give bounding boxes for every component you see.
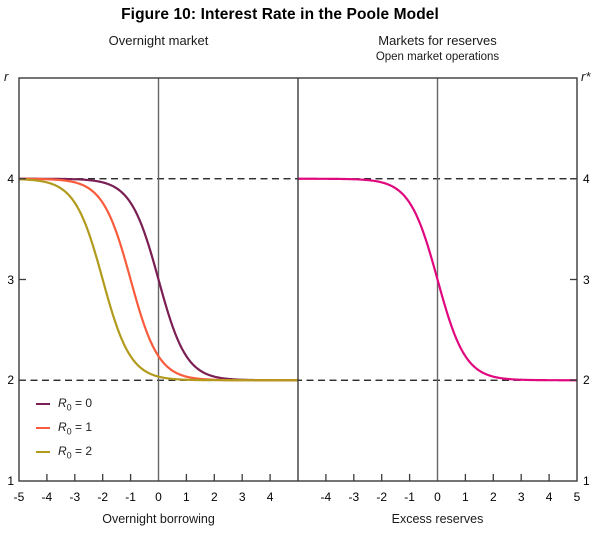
panel-subtitle-open-market-operations: Open market operations [375,51,500,63]
y-tick-label-right-1: 1 [583,474,590,488]
x-axis-title-overnight-borrowing: Overnight borrowing [102,512,215,526]
curve-panel1-series0 [298,177,577,382]
legend-item-2: R0 = 2 [36,440,92,464]
legend-swatch-icon [36,451,50,453]
y-axis-label-r: r [4,69,9,84]
y-tick-label-left-4: 4 [7,171,14,186]
y-tick-label-right-2: 2 [583,373,590,388]
x-tick-label-panel0-3: 3 [238,490,246,504]
x-tick-label-panel1-0: 0 [434,490,441,504]
legend-swatch-icon [36,403,50,405]
y-tick-label-left-2: 2 [7,373,14,388]
y-tick-label-left-1: 1 [7,474,14,488]
legend-item-1: R0 = 1 [36,416,92,440]
x-tick-label-panel0--5: -5 [13,490,25,504]
x-tick-label-panel1-4: 4 [545,490,553,504]
x-tick-label-panel1--4: -4 [320,490,332,504]
x-tick-label-panel0-0: 0 [155,490,162,504]
legend-label: R0 = 0 [58,395,93,413]
x-tick-label-panel1--1: -1 [404,490,415,504]
x-tick-label-panel0-4: 4 [266,490,274,504]
y-tick-label-right-4: 4 [583,171,590,186]
curve-panel0-series2 [18,178,298,382]
figure-title: Figure 10: Interest Rate in the Poole Mo… [121,6,439,23]
x-tick-label-panel0-2: 2 [210,490,218,504]
x-tick-label-panel0--4: -4 [41,490,53,504]
x-tick-label-panel0--1: -1 [125,490,136,504]
x-tick-label-panel0--2: -2 [97,490,109,504]
x-tick-label-panel1-3: 3 [517,490,525,504]
legend: R0 = 0 R0 = 1 R0 = 2 [36,392,92,464]
x-tick-label-panel0-1: 1 [183,490,190,504]
legend-swatch-icon [36,427,50,429]
legend-item-0: R0 = 0 [36,392,92,416]
x-tick-label-panel1--3: -3 [348,490,360,504]
panel-title-overnight-market: Overnight market [108,33,209,48]
x-axis-title-excess-reserves: Excess reserves [391,512,484,526]
x-tick-label-panel1-5: 5 [573,490,581,504]
x-tick-label-panel1-2: 2 [489,490,497,504]
x-tick-label-panel0--3: -3 [69,490,81,504]
legend-label: R0 = 2 [58,443,93,461]
y-tick-label-left-3: 3 [7,272,14,287]
y-axis-label-r-star: r* [581,69,591,84]
x-tick-label-panel1--2: -2 [376,490,388,504]
x-tick-label-panel1-1: 1 [462,490,469,504]
panel-title-markets-for-reserves: Markets for reserves [378,33,497,48]
y-tick-label-right-3: 3 [583,272,590,287]
legend-label: R0 = 1 [58,419,93,437]
